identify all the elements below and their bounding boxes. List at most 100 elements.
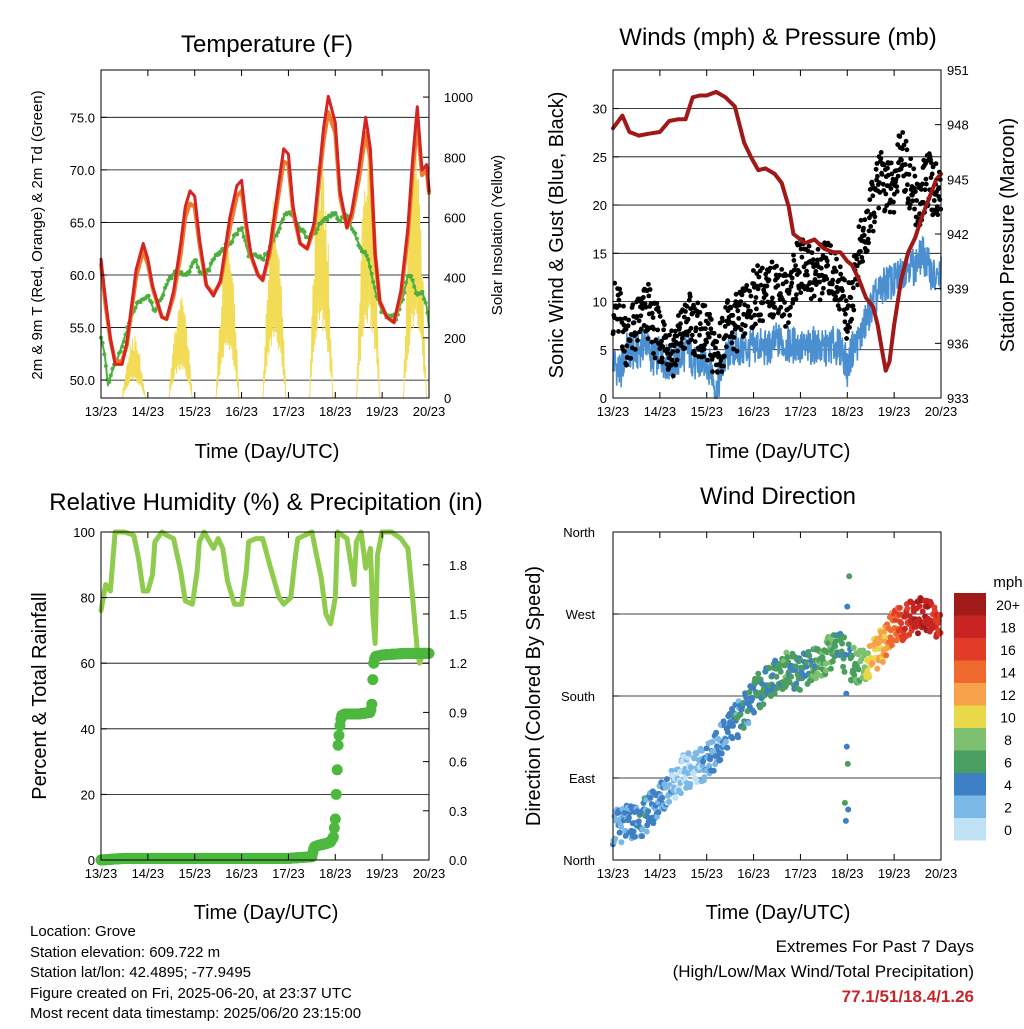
dewpoint-point	[261, 257, 266, 262]
wind-gust-point	[845, 303, 851, 309]
wind-gust-point	[833, 294, 839, 299]
direction-point	[839, 640, 846, 647]
humidity-y2tick-label: 1.8	[449, 558, 467, 573]
dewpoint-point	[409, 274, 413, 278]
direction-point	[755, 670, 762, 677]
figure-created: Figure created on Fri, 2025-06-20, at 23…	[30, 984, 352, 1002]
wind-gust-point	[708, 317, 714, 322]
direction-point	[819, 654, 826, 661]
solar-insolation-line	[168, 297, 193, 399]
wind-gust-point	[843, 311, 848, 317]
direction-point	[668, 767, 675, 774]
wind-gust-point	[860, 258, 866, 264]
wind-gust-point	[759, 265, 765, 271]
humidity-ytick-label: 20	[81, 787, 95, 802]
wind-gust-point	[652, 355, 658, 361]
wind-gust-point	[858, 249, 863, 254]
dewpoint-point	[366, 257, 371, 262]
wind-gust-point	[815, 246, 821, 252]
direction-point	[621, 809, 628, 816]
wind-gust-point	[772, 305, 778, 310]
direction-point	[706, 762, 713, 769]
wind-gust-point	[923, 176, 929, 182]
wind-gust-point	[867, 197, 873, 203]
wind-gust-point	[729, 330, 735, 336]
direction-point	[919, 608, 926, 615]
wind-gust-point	[753, 321, 758, 327]
wind-gust-point	[922, 187, 928, 193]
direction-point	[672, 794, 679, 801]
wind-gust-point	[789, 275, 795, 281]
temperature-2m-line	[99, 94, 431, 366]
wind-gust-point	[634, 314, 640, 319]
wind-gust-point	[810, 257, 816, 263]
dewpoint-point	[103, 364, 108, 368]
direction-point	[846, 573, 853, 580]
direction-point	[860, 647, 867, 654]
dewpoint-point	[276, 230, 281, 235]
wind-gust-point	[656, 309, 662, 315]
wind-gust-point	[677, 325, 682, 330]
dewpoint-point	[110, 366, 115, 371]
humidity-ytick-label: 0	[88, 853, 95, 868]
wind-gust-point	[888, 186, 894, 192]
relative-humidity-line	[98, 529, 432, 666]
wind-gust-point	[728, 305, 734, 311]
wind-gust-point	[661, 327, 666, 333]
dewpoint-point	[404, 280, 408, 285]
wind-gust-point	[866, 240, 871, 246]
direction-point	[749, 695, 756, 702]
solar-insolation-line	[309, 155, 334, 399]
dewpoint-point	[423, 300, 428, 305]
wind-gust-point	[679, 336, 685, 341]
direction-ylabel: Direction (Colored By Speed)	[523, 566, 545, 826]
station-info: Location: Grove Station elevation: 609.7…	[30, 922, 361, 1025]
direction-point	[806, 652, 813, 659]
wind-gust-point	[850, 279, 855, 285]
direction-ytick-label: West	[566, 607, 596, 622]
dewpoint-point	[277, 226, 282, 231]
temperature-xtick-label: 18/23	[319, 404, 352, 419]
wind-gust-point	[851, 285, 856, 291]
speed-legend-label: 20+	[996, 597, 1020, 613]
wind-gust-point	[897, 134, 903, 139]
speed-legend-swatch	[954, 773, 986, 796]
wind-gust-point	[856, 224, 862, 230]
direction-point	[898, 620, 905, 627]
temperature-y2tick-label: 0	[444, 391, 451, 406]
dewpoint-point	[412, 284, 417, 289]
dewpoint-point	[364, 253, 369, 258]
wind-gust-point	[904, 147, 910, 153]
direction-point	[650, 820, 657, 827]
wind-gust-point	[701, 354, 707, 359]
direction-point	[935, 617, 942, 624]
direction-xtick-label: 20/23	[925, 866, 958, 881]
wind-gust-point	[868, 224, 874, 229]
wind-gust-point	[770, 300, 776, 306]
wind-gust-point	[625, 323, 631, 329]
wind-gust-point	[825, 263, 831, 268]
solar-insolation-line	[121, 336, 146, 399]
wind-gust-point	[731, 346, 736, 352]
wind-gust-point	[724, 344, 729, 350]
humidity-y2tick-label: 0.9	[449, 705, 467, 720]
speed-legend-swatch	[954, 818, 986, 841]
wind-gust-point	[651, 326, 657, 332]
wind-gust-point	[835, 303, 841, 308]
wind-gust-point	[779, 267, 785, 272]
winds-y2tick-label: 948	[947, 118, 969, 133]
direction-point	[687, 780, 694, 787]
wind-gust-point	[684, 332, 690, 338]
direction-point	[677, 790, 684, 797]
speed-legend-title: mph	[993, 574, 1022, 591]
wind-gust-point	[748, 308, 753, 314]
wind-gust-point	[903, 187, 909, 193]
direction-point	[788, 673, 795, 680]
wind-gust-point	[669, 357, 675, 363]
precipitation-point	[333, 729, 345, 741]
direction-point	[744, 708, 751, 715]
wind-gust-point	[711, 330, 717, 336]
speed-legend-label: 10	[1000, 710, 1016, 726]
wind-gust-point	[714, 339, 720, 345]
